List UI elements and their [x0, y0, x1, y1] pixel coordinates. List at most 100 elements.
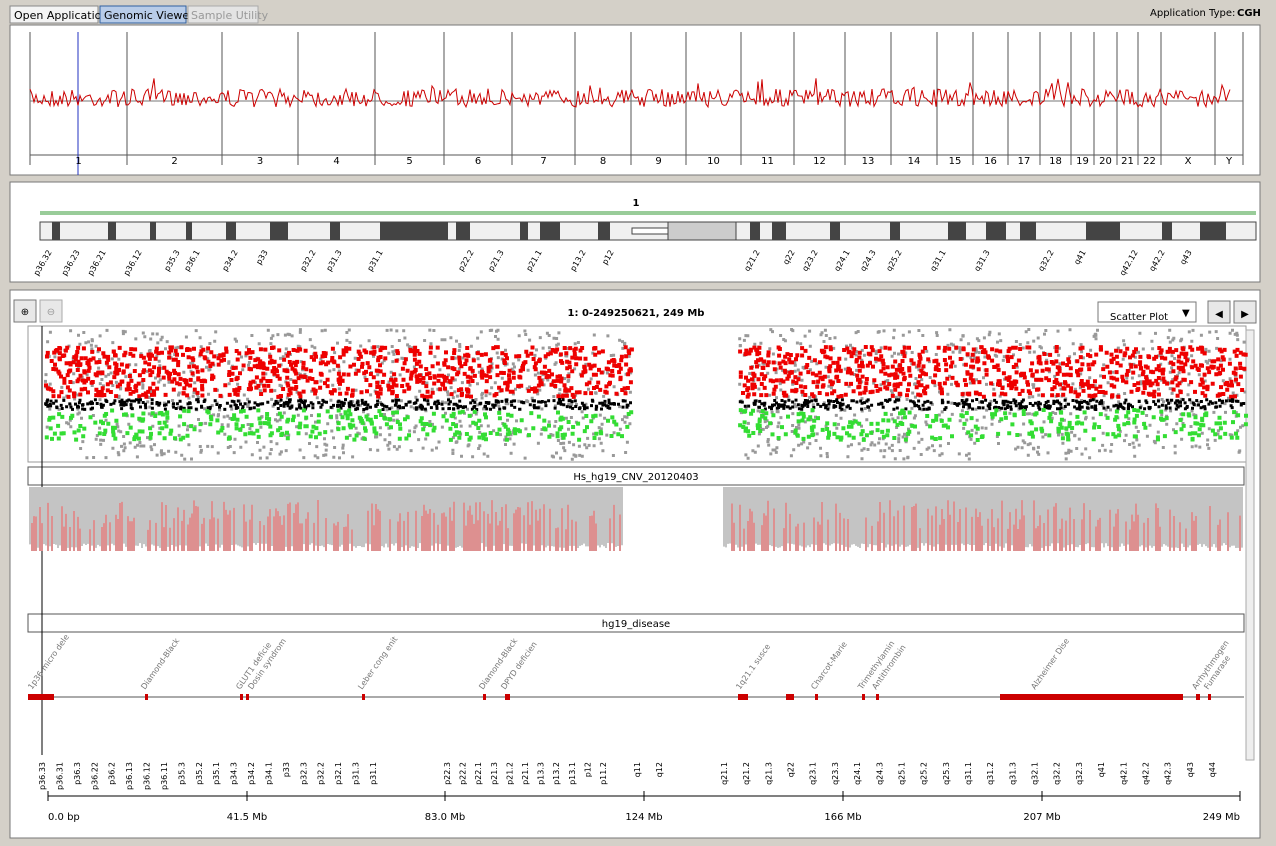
band-label: q23.1 [809, 762, 818, 785]
ideogram-band [1162, 222, 1172, 240]
band-label: q22 [787, 762, 796, 777]
ruler-label: 207 Mb [1023, 812, 1060, 823]
ruler-label: 166 Mb [824, 812, 861, 823]
heterochromatin [667, 221, 737, 241]
band-label: q25.3 [942, 762, 951, 785]
ruler-label: 249 Mb [1203, 812, 1240, 823]
chromosome-label: 18 [1049, 156, 1062, 167]
band-label: q42.1 [1119, 762, 1128, 785]
plot-type-value[interactable]: Scatter Plot [1110, 312, 1168, 323]
disease-region [28, 694, 54, 700]
centromere [631, 227, 669, 235]
band-label: p36.13 [125, 762, 134, 790]
scatter-red [44, 345, 1248, 399]
ideogram-band [1020, 222, 1036, 240]
band-label: p36.2 [108, 762, 117, 785]
cnv-red [31, 500, 1241, 551]
chromosome-label: 8 [600, 156, 606, 167]
ideogram-band [330, 222, 340, 240]
chromosome-label: 22 [1143, 156, 1156, 167]
disease-region [505, 694, 510, 700]
prev-button[interactable] [1207, 300, 1231, 324]
dropdown-arrow[interactable]: ▼ [1182, 308, 1190, 319]
band-label: q25.1 [897, 762, 906, 785]
band-label: p36.12 [143, 762, 152, 790]
zoom-out-icon[interactable]: ⊖ [47, 307, 55, 318]
chromosome-label: 10 [707, 156, 720, 167]
region-title: 1: 0-249250621, 249 Mb [568, 308, 705, 319]
disease-region [1208, 694, 1211, 700]
ideogram-band [456, 222, 470, 240]
plot-type-dropdown[interactable] [1097, 301, 1197, 323]
chromosome-label: Y [1225, 156, 1233, 167]
band-label: q24.1 [853, 762, 862, 785]
band-label: p31.3 [352, 762, 361, 785]
disease-region [786, 694, 794, 700]
band-label: p32.1 [334, 762, 343, 785]
band-label: p34.2 [247, 762, 256, 785]
band-label: p21.1 [521, 762, 530, 785]
zoom-in-icon[interactable]: ⊕ [21, 307, 29, 318]
chromosome-label: 21 [1121, 156, 1134, 167]
chromosome-label: 12 [813, 156, 826, 167]
tab-label[interactable]: Open Application [14, 9, 108, 22]
ideogram-band [986, 222, 1006, 240]
band-label: p12 [583, 762, 592, 777]
ideogram-band [1200, 222, 1226, 240]
band-label: q12 [655, 762, 664, 777]
band-label: p36.3 [73, 762, 82, 785]
disease-region [246, 694, 249, 700]
band-label: p22.1 [474, 762, 483, 785]
tab-label[interactable]: Sample Utility [191, 9, 269, 22]
chromosome-label: 16 [984, 156, 997, 167]
chromosome-label: 5 [406, 156, 412, 167]
tab[interactable] [187, 5, 259, 24]
ideogram-band [150, 222, 156, 240]
scrollbar[interactable] [1245, 329, 1255, 761]
ideogram-band [1086, 222, 1120, 240]
ideogram-band [890, 222, 900, 240]
ruler-label: 41.5 Mb [227, 812, 267, 823]
track-title: Hs_hg19_CNV_20120403 [573, 472, 698, 483]
chromosome-title: 1 [633, 198, 640, 209]
chromosome-label: 13 [862, 156, 875, 167]
band-label: p35.2 [195, 762, 204, 785]
band-label: p13.3 [537, 762, 546, 785]
chromosome-label: 11 [761, 156, 774, 167]
band-label: p32.3 [299, 762, 308, 785]
disease-region [240, 694, 243, 700]
tab[interactable] [9, 5, 99, 24]
band-label: q32.1 [1031, 762, 1040, 785]
ruler-label: 124 Mb [625, 812, 662, 823]
next-icon[interactable]: ▶ [1241, 309, 1249, 320]
band-label: p33 [282, 762, 291, 777]
tab-active[interactable] [99, 5, 187, 24]
band-label: q21.3 [764, 762, 773, 785]
ideogram-band [186, 222, 192, 240]
disease-region [145, 694, 148, 700]
ruler-label: 0.0 bp [48, 812, 80, 823]
cnv-strip [40, 211, 1256, 215]
band-label: p11.2 [599, 762, 608, 785]
band-label: q42.2 [1141, 762, 1150, 785]
chromosome-label: 14 [908, 156, 921, 167]
zoom-in-button[interactable] [13, 299, 37, 323]
next-button[interactable] [1233, 300, 1257, 324]
band-label: p34.1 [264, 762, 273, 785]
chromosome-label: 9 [655, 156, 661, 167]
band-label: p21.3 [490, 762, 499, 785]
track-header [27, 466, 1245, 486]
prev-icon[interactable]: ◀ [1215, 309, 1223, 320]
tab-label[interactable]: Genomic Viewer [104, 9, 194, 22]
genome-profile [29, 78, 1231, 109]
zoom-out-button[interactable] [39, 299, 63, 323]
ruler-label: 83.0 Mb [425, 812, 465, 823]
track-title: hg19_disease [602, 619, 670, 630]
band-label: p36.33 [38, 762, 47, 790]
ideogram-band [52, 222, 60, 240]
ideogram-band [598, 222, 610, 240]
band-label: p13.1 [568, 762, 577, 785]
band-label: q31.3 [1008, 762, 1017, 785]
disease-region [1196, 694, 1200, 700]
